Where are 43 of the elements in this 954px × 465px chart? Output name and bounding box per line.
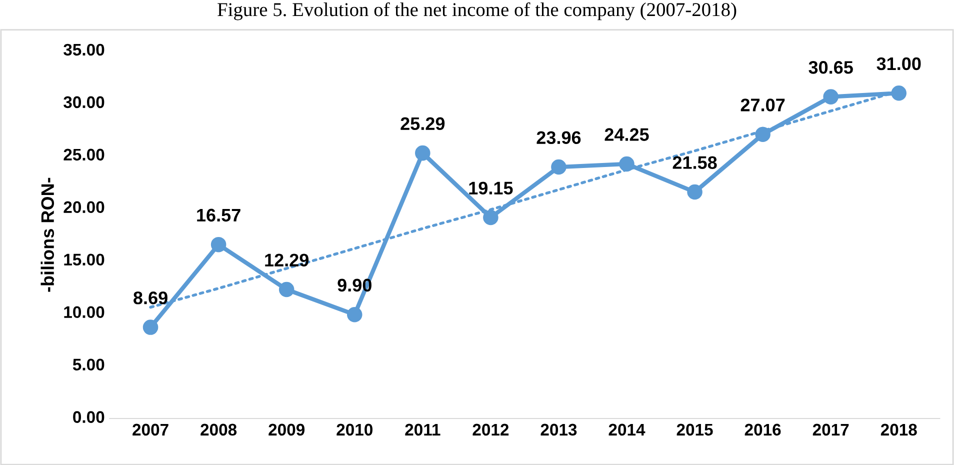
point	[278, 282, 294, 298]
x-tick-label: 2018	[880, 424, 917, 436]
chart-title: Figure 5. Evolution of the net income of the company (2007-2018)	[218, 2, 736, 20]
data-label: 27.07	[740, 98, 785, 112]
x-tick-label: 2007	[132, 424, 168, 436]
y-tick-label: 20.00	[64, 201, 104, 214]
point	[551, 159, 566, 175]
x-tick-label: 2017	[812, 424, 849, 436]
y-axis-title: -bilions RON-	[40, 178, 54, 292]
data-label: 31.00	[876, 57, 921, 70]
data-label: 24.25	[604, 128, 649, 141]
point	[346, 306, 362, 322]
point	[483, 210, 498, 226]
data-label: 16.57	[197, 208, 240, 222]
x-tick-label: 2008	[200, 424, 237, 436]
x-tick-label: 2014	[608, 424, 646, 436]
x-tick-label: 2009	[268, 424, 305, 436]
y-tick-label: 35.00	[64, 44, 104, 56]
x-tick-label: 2015	[676, 424, 713, 436]
data-label: 21.58	[672, 156, 717, 169]
y-tick-label: 0.00	[73, 411, 104, 423]
point	[415, 145, 430, 161]
y-tick-label: 10.00	[64, 306, 104, 318]
data-label: 30.65	[808, 61, 853, 74]
point	[142, 320, 158, 335]
y-tick-label: 5.00	[72, 358, 104, 370]
data-label: 25.29	[400, 117, 445, 130]
data-label: 12.29	[265, 254, 309, 266]
y-tick-label: 30.00	[64, 96, 104, 108]
x-tick-label: 2011	[405, 424, 440, 436]
point	[210, 236, 226, 252]
x-tick-label: 2013	[540, 424, 577, 436]
data-label: 8.69	[134, 291, 168, 304]
x-tick-label: 2012	[472, 424, 509, 436]
data-label: 19.15	[469, 182, 513, 194]
point	[687, 184, 702, 200]
data-label: 23.96	[536, 131, 581, 144]
point	[823, 89, 838, 104]
y-tick-label: 25.00	[64, 148, 104, 161]
x-tick-label: 2016	[744, 424, 781, 436]
y-tick-label: 15.00	[64, 254, 104, 266]
point	[891, 85, 907, 101]
x-tick-label: 2010	[336, 424, 372, 436]
